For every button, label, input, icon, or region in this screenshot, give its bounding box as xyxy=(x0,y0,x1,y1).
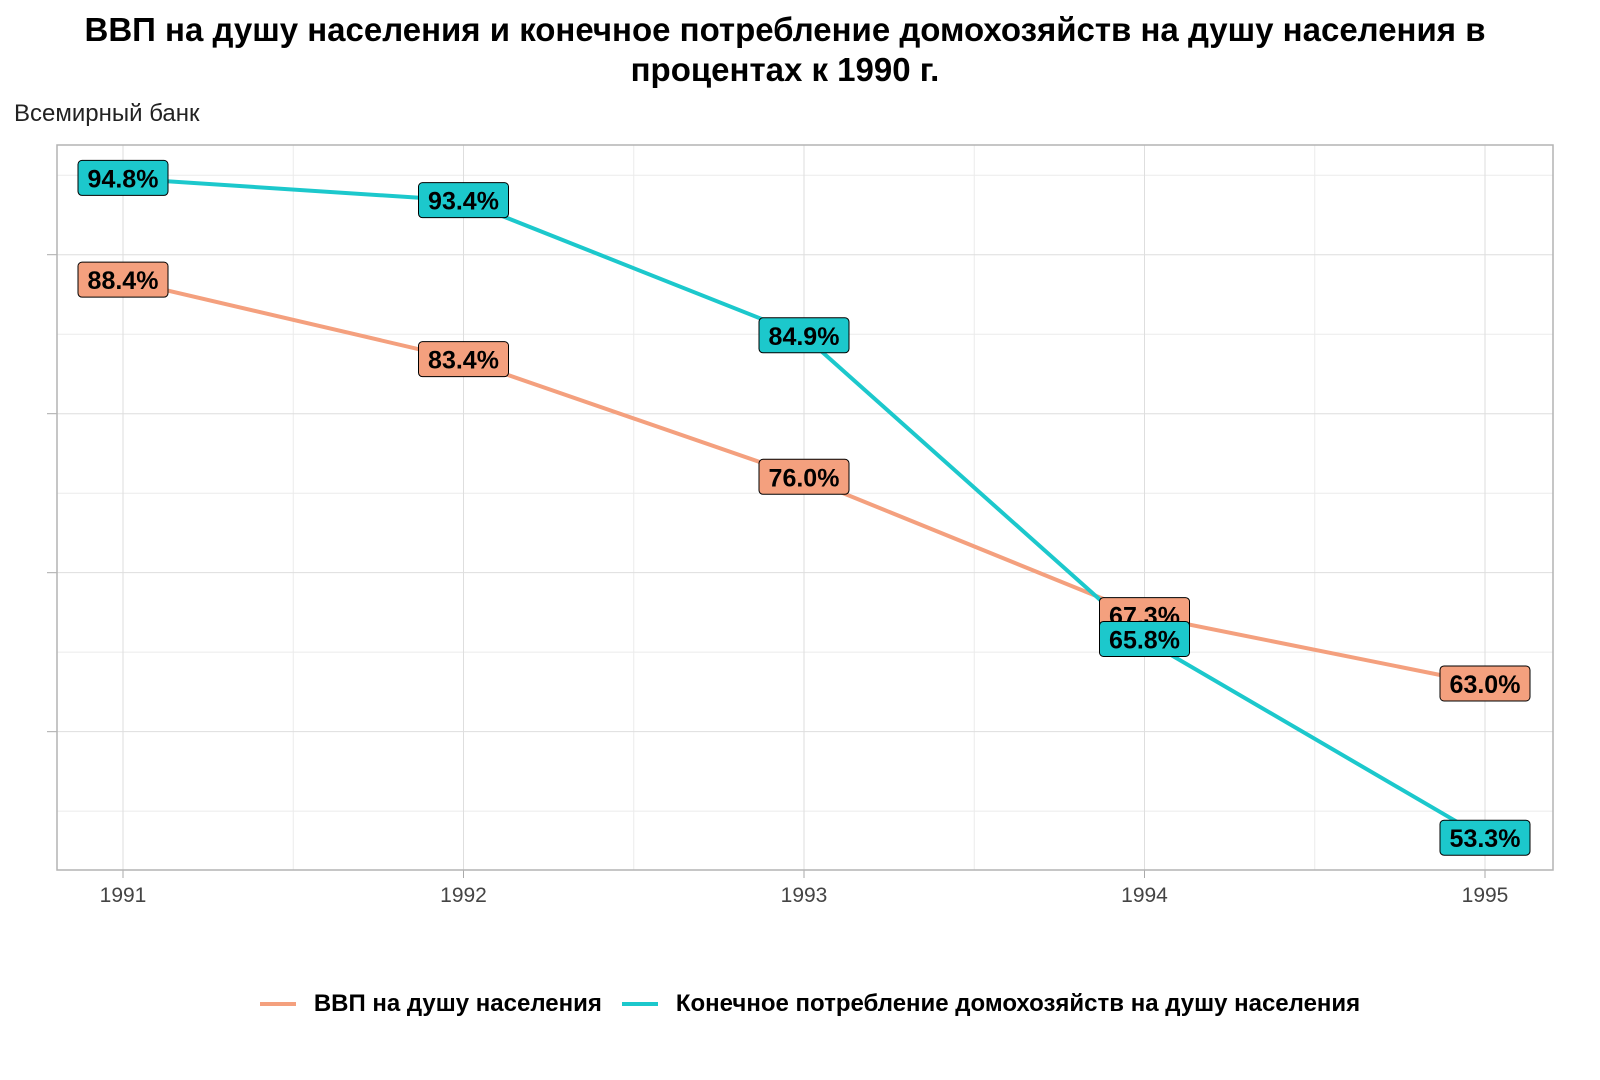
x-tick-label: 1991 xyxy=(100,884,147,907)
data-label: 88.4% xyxy=(88,267,159,295)
x-tick-label: 1994 xyxy=(1121,884,1168,907)
x-tick-label: 1995 xyxy=(1462,884,1509,907)
data-label-box xyxy=(77,261,169,298)
data-label-box xyxy=(758,458,850,495)
legend-key-consumption xyxy=(621,1002,658,1006)
x-tick-label: 1992 xyxy=(440,884,487,907)
chart-subtitle: Всемирный банк xyxy=(14,100,200,127)
data-label: 84.9% xyxy=(769,323,840,351)
data-label: 83.4% xyxy=(428,347,499,375)
legend-label-gdp: ВВП на душу населения xyxy=(313,990,602,1017)
data-label-box xyxy=(418,341,509,378)
data-label: 93.4% xyxy=(428,188,499,216)
data-label: 76.0% xyxy=(769,464,840,492)
data-label-box xyxy=(758,317,850,354)
data-label: 65.8% xyxy=(1109,626,1180,654)
legend-label-consumption: Конечное потребление домохозяйств на душ… xyxy=(675,990,1361,1017)
plot-panel xyxy=(56,144,1554,871)
data-label-box xyxy=(1439,665,1531,702)
data-label-box xyxy=(1099,620,1190,657)
data-label: 53.3% xyxy=(1450,825,1521,853)
data-label: 94.8% xyxy=(88,165,159,193)
data-label: 63.0% xyxy=(1450,671,1521,699)
legend-key-gdp xyxy=(259,1002,296,1006)
data-label-box xyxy=(77,159,169,196)
legend-item-consumption: Конечное потребление домохозяйств на душ… xyxy=(621,990,1361,1018)
data-label-box xyxy=(418,182,509,219)
legend-item-gdp: ВВП на душу населения xyxy=(259,990,602,1018)
x-tick-label: 1993 xyxy=(781,884,828,907)
legend: ВВП на душу населения Конечное потреблен… xyxy=(0,990,1600,1018)
data-label-box xyxy=(1439,819,1531,856)
chart-title: ВВП на душу населения и конечное потребл… xyxy=(84,11,1486,88)
